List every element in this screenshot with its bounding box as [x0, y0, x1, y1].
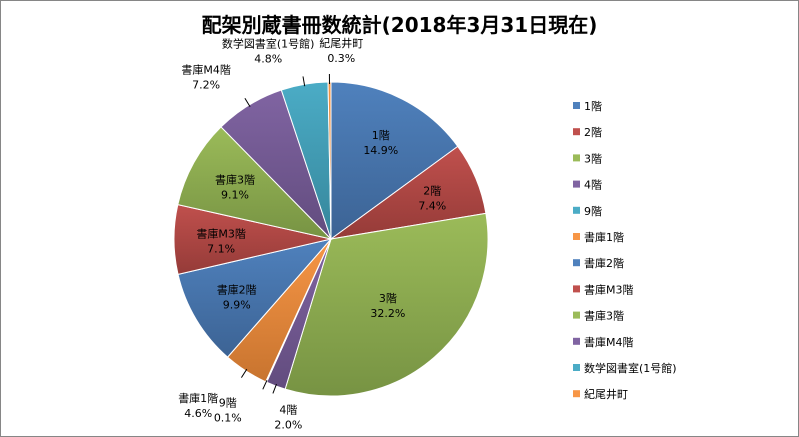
legend-label-3: 3階: [584, 151, 602, 165]
legend-swatch-4: [573, 180, 580, 188]
legend-label-5: 9階: [584, 204, 602, 218]
legend-swatch-11: [573, 364, 580, 371]
data-label-category-12: 紀尾井町: [319, 36, 363, 50]
data-label-category-6: 書庫1階: [178, 391, 218, 405]
data-label-category-9: 書庫3階: [215, 173, 255, 187]
data-label-category-5: 9階: [219, 396, 237, 410]
data-label-category-2: 2階: [423, 184, 441, 198]
legend-label-8: 書庫M3階: [584, 282, 634, 296]
pie-slice-9: [177, 126, 333, 240]
legend-swatch-3: [573, 154, 580, 162]
legend-swatch-10: [573, 337, 580, 345]
legend-swatch-2: [573, 128, 580, 136]
data-label-value-5: 0.1%: [214, 412, 242, 425]
data-label-value-11: 4.8%: [254, 53, 282, 66]
pie-slice-7: [177, 238, 333, 358]
legend-label-4: 4階: [584, 178, 602, 192]
data-label-value-7: 9.9%: [223, 298, 251, 311]
legend-swatch-1: [573, 102, 580, 109]
legend-swatch-6: [573, 233, 580, 240]
data-label-category-1: 1階: [372, 128, 390, 142]
legend-swatch-8: [573, 285, 580, 293]
data-label-value-8: 7.1%: [207, 242, 235, 255]
legend-label-2: 2階: [584, 125, 602, 139]
data-label-category-7: 書庫2階: [217, 282, 257, 296]
data-label-value-1: 14.9%: [363, 144, 398, 157]
data-label-category-11: 数学図書室(1号館): [222, 37, 315, 51]
legend-label-10: 書庫M4階: [584, 335, 634, 349]
pie-slice-3: [284, 212, 489, 397]
legend-label-11: 数学図書室(1号館): [584, 361, 677, 375]
data-label-value-9: 9.1%: [221, 189, 249, 202]
leader-line-4: [272, 383, 277, 394]
legend-label-9: 書庫3階: [584, 309, 624, 323]
legend-swatch-5: [573, 206, 580, 214]
legend-label-6: 書庫1階: [584, 230, 624, 244]
pie-slice-1: [330, 81, 459, 240]
data-label-value-6: 4.6%: [184, 407, 212, 420]
leader-line-6: [240, 368, 248, 378]
data-label-value-3: 32.2%: [370, 307, 405, 320]
data-label-category-10: 書庫M4階: [181, 63, 231, 77]
data-label-category-8: 書庫M3階: [196, 226, 246, 240]
legend-swatch-9: [573, 311, 580, 319]
chart-title: 配架別蔵書冊数統計(2018年3月31日現在): [201, 13, 598, 37]
legend: 1階 2階 3階 4階 9階書庫1階書庫2階書庫M3階書庫3階書庫M4階数学図書室(1号…: [573, 99, 677, 401]
data-label-category-3: 3階: [379, 291, 397, 305]
data-label-value-4: 2.0%: [274, 419, 302, 432]
legend-swatch-12: [573, 390, 580, 398]
leader-line-10: [244, 97, 251, 108]
legend-swatch-7: [573, 259, 580, 267]
data-label-value-10: 7.2%: [192, 79, 220, 92]
leader-line-11: [302, 76, 306, 87]
legend-label-7: 書庫2階: [584, 256, 624, 270]
data-label-category-4: 4階: [279, 403, 297, 417]
leader-line-5: [262, 379, 268, 390]
legend-label-12: 紀尾井町: [584, 387, 628, 401]
data-label-value-12: 0.3%: [327, 52, 355, 65]
legend-label-1: 1階: [584, 99, 602, 113]
data-label-value-2: 7.4%: [418, 200, 446, 213]
